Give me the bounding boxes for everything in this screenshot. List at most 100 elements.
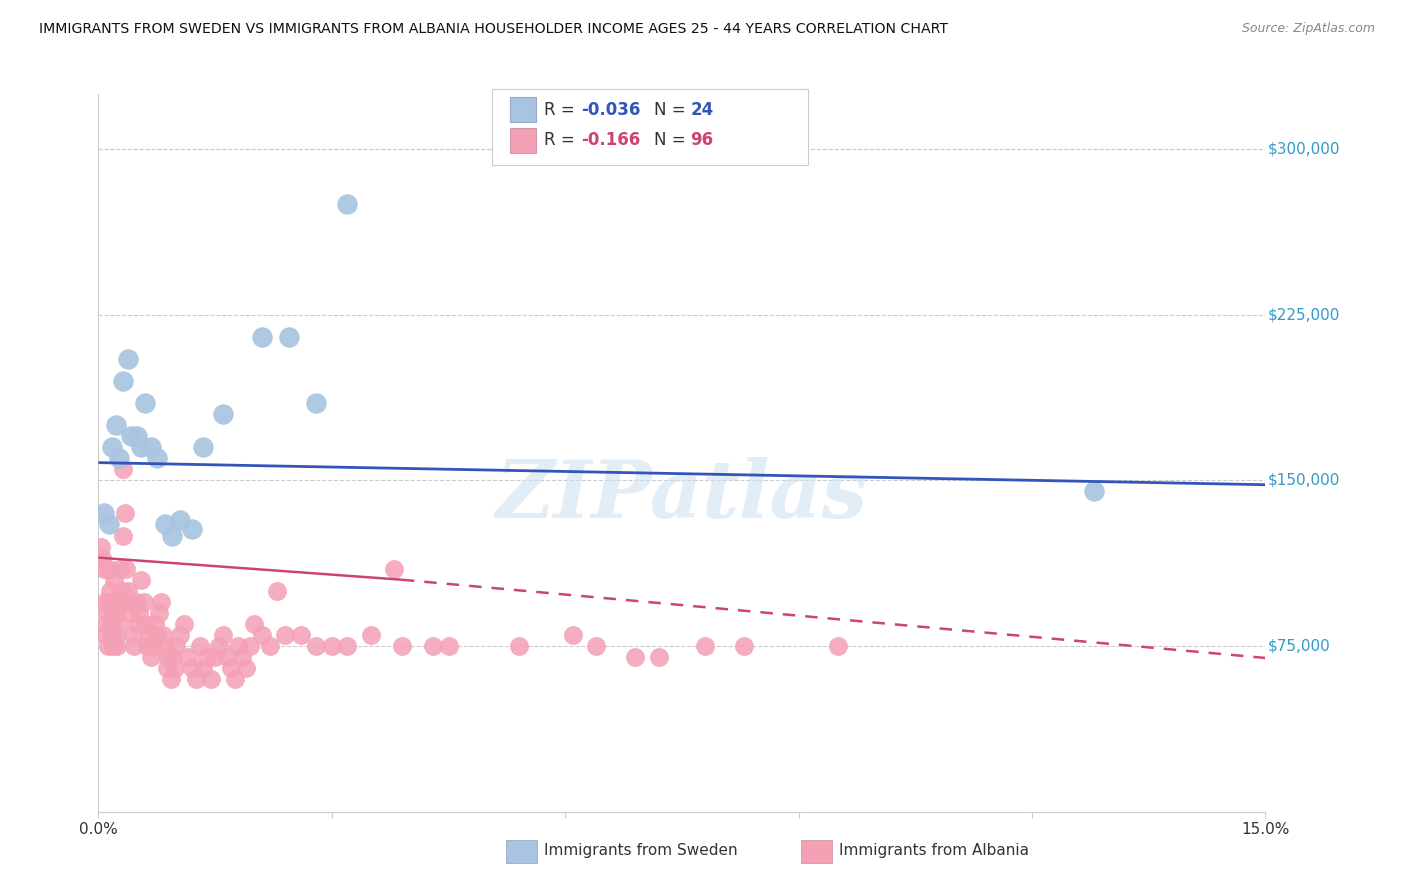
Point	[180, 661, 202, 675]
Point	[149, 595, 172, 609]
Point	[120, 606, 142, 620]
Point	[97, 639, 120, 653]
Point	[112, 374, 135, 388]
Point	[105, 606, 128, 620]
Point	[97, 517, 120, 532]
Point	[188, 639, 211, 653]
Point	[215, 650, 238, 665]
Point	[117, 583, 139, 598]
Point	[163, 661, 186, 675]
Point	[93, 562, 115, 576]
Point	[235, 661, 257, 675]
Text: IMMIGRANTS FROM SWEDEN VS IMMIGRANTS FROM ALBANIA HOUSEHOLDER INCOME AGES 25 - 4: IMMIGRANTS FROM SWEDEN VS IMMIGRANTS FRO…	[39, 22, 949, 37]
Point	[108, 562, 131, 576]
Point	[103, 573, 125, 587]
Point	[141, 650, 163, 665]
Point	[437, 639, 460, 653]
Point	[305, 396, 328, 410]
Text: 96: 96	[690, 131, 713, 149]
Point	[219, 661, 242, 675]
Point	[259, 639, 281, 653]
Point	[136, 639, 159, 653]
Point	[695, 639, 717, 653]
Point	[336, 639, 359, 653]
Point	[733, 639, 755, 653]
Point	[827, 639, 849, 653]
Point	[121, 628, 143, 642]
Point	[360, 628, 382, 642]
Point	[422, 639, 444, 653]
Point	[104, 628, 127, 642]
Point	[94, 628, 117, 642]
Point	[120, 429, 142, 443]
Point	[562, 628, 585, 642]
Text: Immigrants from Sweden: Immigrants from Sweden	[544, 844, 738, 858]
Point	[212, 628, 235, 642]
Point	[134, 396, 156, 410]
Point	[122, 639, 145, 653]
Point	[107, 595, 129, 609]
Text: $75,000: $75,000	[1268, 639, 1330, 654]
Point	[152, 628, 174, 642]
Point	[200, 672, 222, 686]
Point	[391, 639, 413, 653]
Point	[101, 440, 124, 454]
Text: $150,000: $150,000	[1268, 473, 1340, 488]
Point	[239, 639, 262, 653]
Point	[104, 418, 127, 433]
Point	[148, 606, 170, 620]
Text: N =: N =	[654, 101, 690, 119]
Point	[115, 562, 138, 576]
Point	[173, 616, 195, 631]
Point	[127, 616, 149, 631]
Point	[114, 507, 136, 521]
Point	[156, 661, 179, 675]
Text: Immigrants from Albania: Immigrants from Albania	[839, 844, 1029, 858]
Point	[159, 672, 181, 686]
Point	[127, 429, 149, 443]
Point	[169, 513, 191, 527]
Point	[585, 639, 607, 653]
Text: -0.166: -0.166	[581, 131, 640, 149]
Point	[111, 528, 134, 542]
Point	[100, 628, 122, 642]
Point	[141, 440, 163, 454]
Point	[98, 583, 121, 598]
Point	[90, 540, 112, 554]
Text: R =: R =	[544, 131, 585, 149]
Point	[508, 639, 530, 653]
Text: -0.036: -0.036	[581, 101, 640, 119]
Point	[177, 650, 200, 665]
Point	[169, 628, 191, 642]
Text: $225,000: $225,000	[1268, 307, 1340, 322]
Point	[305, 639, 328, 653]
Point	[647, 650, 669, 665]
Text: Source: ZipAtlas.com: Source: ZipAtlas.com	[1241, 22, 1375, 36]
Point	[93, 595, 115, 609]
Point	[146, 451, 169, 466]
Point	[243, 616, 266, 631]
Text: $300,000: $300,000	[1268, 142, 1340, 156]
Point	[134, 616, 156, 631]
Point	[138, 628, 160, 642]
Point	[104, 595, 127, 609]
Point	[142, 639, 165, 653]
Point	[146, 628, 169, 642]
Point	[336, 197, 359, 211]
Point	[290, 628, 312, 642]
Point	[204, 650, 226, 665]
Point	[162, 650, 184, 665]
Point	[128, 606, 150, 620]
Point	[112, 462, 135, 476]
Point	[278, 329, 301, 343]
Point	[212, 407, 235, 421]
Point	[96, 616, 118, 631]
Point	[165, 639, 187, 653]
Point	[184, 672, 207, 686]
Point	[321, 639, 343, 653]
Point	[129, 440, 152, 454]
Point	[250, 329, 273, 343]
Text: ZIPatlas: ZIPatlas	[496, 457, 868, 534]
Point	[624, 650, 647, 665]
Point	[111, 583, 134, 598]
